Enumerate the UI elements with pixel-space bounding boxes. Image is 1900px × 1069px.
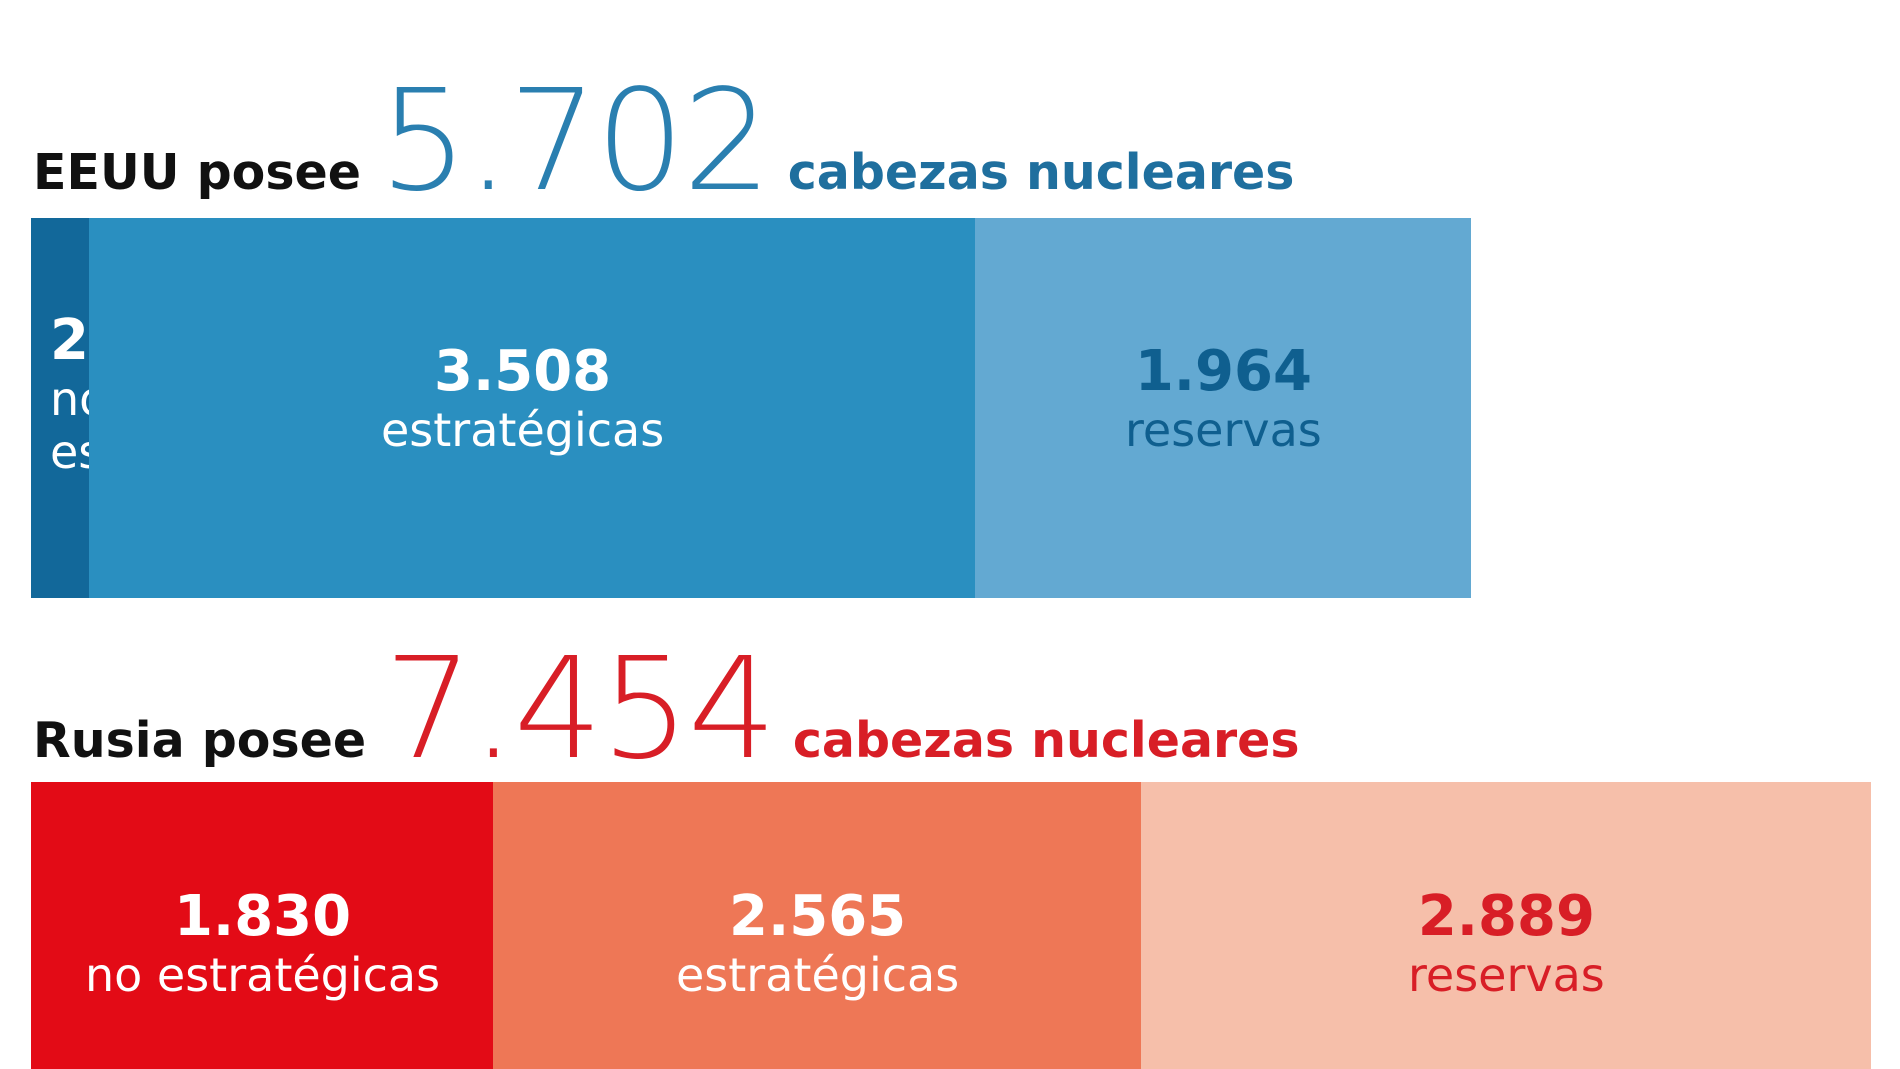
russia-segment-value-3: 2.889: [1417, 884, 1595, 949]
usa-segment-category-2: estratégicas: [381, 403, 665, 458]
usa-segment-label-3: 1.964 reservas: [1125, 339, 1322, 458]
russia-unit-label: cabezas nucleares: [792, 712, 1300, 769]
russia-segment-label-1: 1.830 no estratégicas: [85, 884, 441, 1003]
usa-unit-label: cabezas nucleares: [787, 144, 1295, 201]
usa-bar-segment-2: [89, 218, 975, 598]
russia-segment-value-1: 1.830: [173, 884, 352, 949]
usa-bar-segment-1: [31, 218, 89, 598]
usa-stacked-bar: 230no estratégicas3.508estratégicas1.964…: [31, 218, 1471, 598]
russia-bar-segment-1: [31, 782, 493, 1069]
russia-country-label: Rusia posee: [33, 712, 367, 769]
russia-headline: Rusia posee 7.454 cabezas nucleares: [33, 640, 1300, 780]
russia-stacked-bar: 1.830 no estratégicas 2.565 estratégicas 2.8…: [31, 782, 1871, 1069]
russia-total-value: 7.454: [384, 628, 777, 791]
usa-segment-label-2: 3.508 estratégicas: [381, 339, 665, 458]
usa-country-label: EEUU posee: [33, 144, 361, 201]
russia-segment-category-2: estratégicas: [676, 948, 960, 1003]
usa-segment-value-2: 3.508: [434, 339, 612, 404]
usa-headline: EEUU posee 5.702 cabezas nucleares: [33, 72, 1294, 212]
russia-segment-category-1: no estratégicas: [85, 948, 441, 1003]
usa-bar-segment-3: [975, 218, 1471, 598]
russia-segment-value-2: 2.565: [729, 884, 907, 949]
usa-total-value: 5.702: [378, 60, 772, 223]
russia-segment-category-3: reservas: [1408, 948, 1605, 1003]
usa-segment-category-3: reservas: [1125, 403, 1322, 458]
usa-segment-value-3: 1.964: [1134, 339, 1312, 404]
russia-segment-label-3: 2.889 reservas: [1408, 884, 1605, 1003]
russia-bar-segment-2: [493, 782, 1141, 1069]
russia-bar-segment-3: [1141, 782, 1871, 1069]
russia-segment-label-2: 2.565 estratégicas: [676, 884, 960, 1003]
